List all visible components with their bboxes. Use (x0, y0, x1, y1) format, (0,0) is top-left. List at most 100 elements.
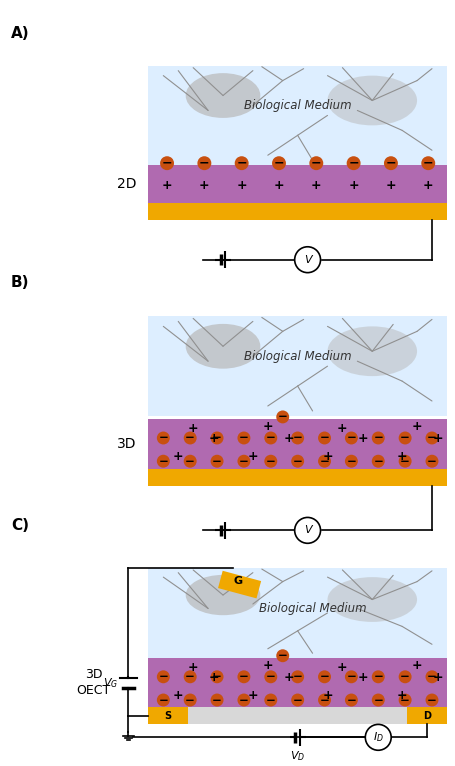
Circle shape (372, 693, 385, 706)
Text: +: + (337, 661, 348, 674)
Circle shape (276, 650, 289, 663)
Circle shape (345, 455, 358, 468)
Text: −: − (266, 431, 276, 444)
Text: +: + (263, 659, 273, 672)
Circle shape (276, 411, 289, 424)
Text: −: − (319, 455, 329, 468)
Text: 3D
OECT: 3D OECT (76, 668, 111, 697)
Text: B): B) (11, 275, 30, 290)
Circle shape (211, 670, 223, 683)
Circle shape (318, 670, 331, 683)
Text: −: − (373, 455, 383, 468)
Text: +: + (248, 689, 258, 702)
Text: +: + (412, 659, 422, 672)
Text: −: − (427, 431, 437, 444)
Text: −: − (199, 157, 210, 170)
Text: +: + (188, 661, 198, 674)
Text: −: − (185, 431, 195, 444)
Circle shape (238, 670, 250, 683)
Circle shape (291, 670, 304, 683)
Circle shape (264, 693, 277, 706)
Text: +: + (236, 179, 247, 192)
Ellipse shape (328, 577, 417, 622)
Circle shape (384, 156, 398, 170)
Text: D: D (423, 711, 431, 721)
Text: 2D: 2D (117, 177, 136, 191)
Ellipse shape (328, 76, 417, 126)
Circle shape (184, 455, 197, 468)
Circle shape (184, 670, 197, 683)
Circle shape (291, 455, 304, 468)
Text: −: − (293, 693, 303, 706)
Circle shape (157, 693, 170, 706)
Circle shape (345, 431, 358, 444)
Circle shape (318, 431, 331, 444)
Bar (148, 165, 447, 203)
Bar (407, 708, 447, 725)
Circle shape (345, 693, 358, 706)
Text: −: − (319, 431, 329, 444)
Text: V: V (304, 255, 311, 265)
Text: −: − (266, 693, 276, 706)
Text: −: − (185, 455, 195, 468)
Text: +: + (283, 671, 294, 684)
Text: V: V (304, 525, 311, 535)
Text: −: − (346, 455, 356, 468)
Circle shape (318, 455, 331, 468)
Circle shape (372, 431, 385, 444)
Text: −: − (293, 670, 303, 683)
Text: −: − (346, 693, 356, 706)
Circle shape (372, 455, 385, 468)
Text: +: + (209, 671, 219, 684)
Bar (148, 708, 188, 725)
Text: +: + (349, 179, 359, 192)
Text: +: + (433, 432, 443, 445)
Circle shape (291, 431, 304, 444)
Text: +: + (337, 422, 348, 435)
Circle shape (157, 670, 170, 683)
Circle shape (235, 156, 248, 170)
Circle shape (425, 455, 439, 468)
Text: −: − (212, 431, 222, 444)
Circle shape (272, 156, 286, 170)
Bar (188, 708, 407, 725)
Text: C): C) (11, 519, 29, 533)
Circle shape (238, 431, 250, 444)
Text: Biological Medium: Biological Medium (259, 602, 366, 615)
Text: −: − (319, 693, 329, 706)
Circle shape (211, 431, 223, 444)
Text: +: + (322, 689, 333, 702)
Text: −: − (400, 455, 410, 468)
Text: −: − (239, 670, 249, 683)
Text: +: + (397, 689, 407, 702)
Circle shape (160, 156, 174, 170)
Circle shape (399, 693, 412, 706)
Circle shape (184, 693, 197, 706)
Bar (148, 316, 447, 416)
Circle shape (238, 693, 250, 706)
Circle shape (291, 693, 304, 706)
Circle shape (264, 455, 277, 468)
Circle shape (399, 455, 412, 468)
Text: −: − (158, 693, 168, 706)
Text: +: + (423, 179, 434, 192)
Text: −: − (386, 157, 396, 170)
Circle shape (295, 517, 320, 543)
Circle shape (197, 156, 211, 170)
Circle shape (184, 431, 197, 444)
Ellipse shape (186, 324, 260, 368)
Circle shape (318, 693, 331, 706)
Text: −: − (427, 693, 437, 706)
Circle shape (425, 693, 439, 706)
Bar (218, 571, 261, 598)
Text: 3D: 3D (117, 437, 136, 451)
Circle shape (295, 247, 320, 273)
Circle shape (309, 156, 323, 170)
Text: +: + (322, 450, 333, 463)
Text: +: + (263, 420, 273, 433)
Text: −: − (400, 670, 410, 683)
Ellipse shape (328, 326, 417, 376)
Text: −: − (427, 670, 437, 683)
Text: Biological Medium: Biological Medium (244, 99, 351, 112)
Text: −: − (239, 455, 249, 468)
